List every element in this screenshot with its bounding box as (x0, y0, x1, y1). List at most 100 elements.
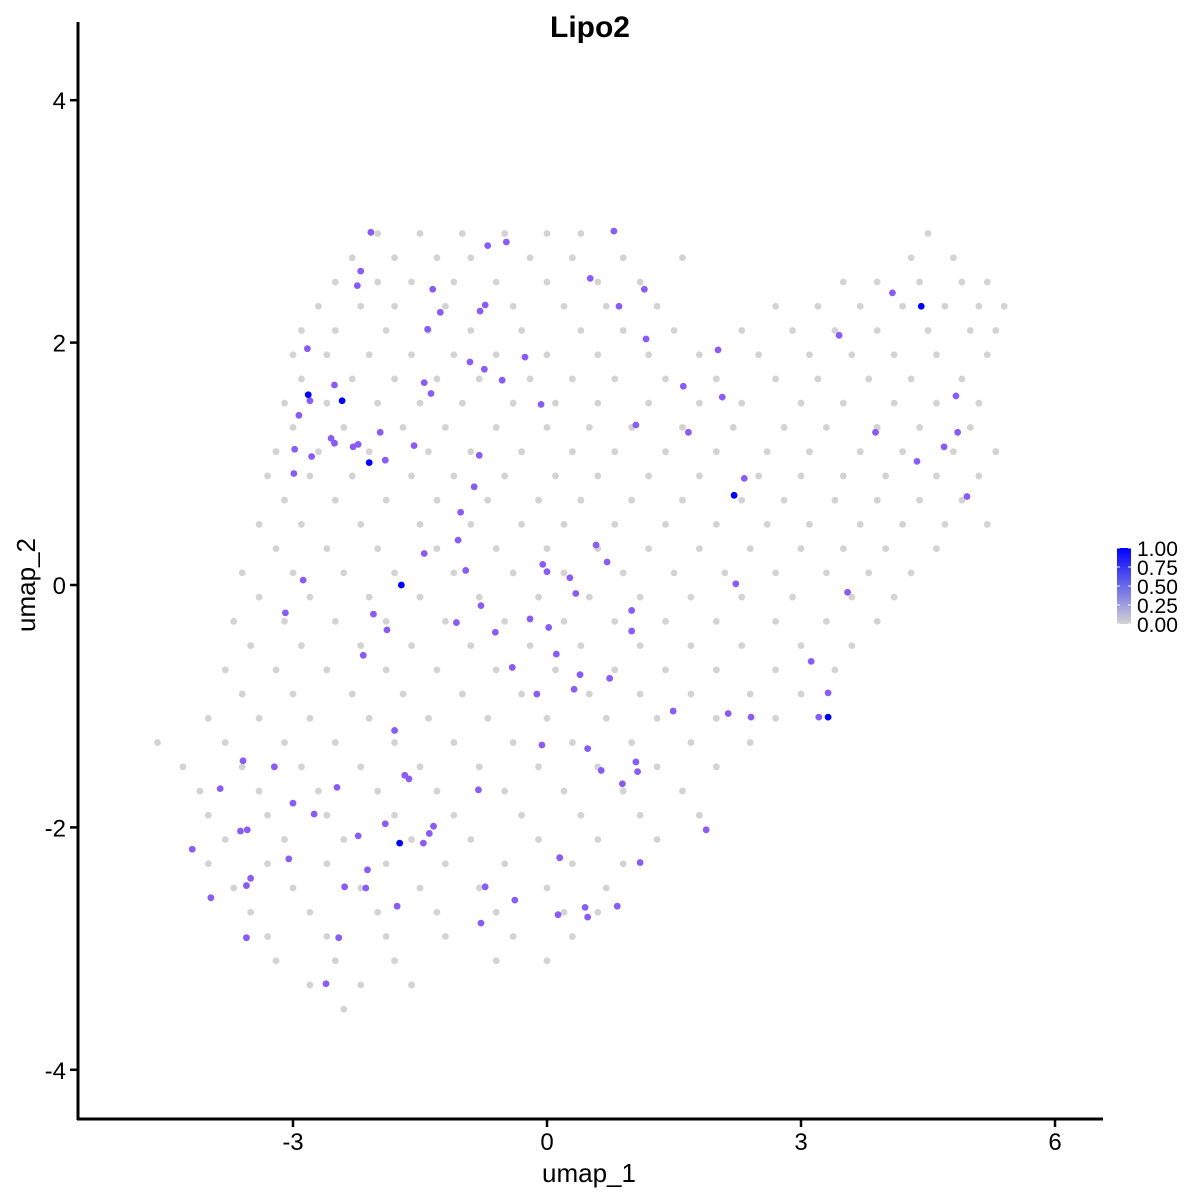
data-point (560, 787, 568, 795)
data-point (585, 424, 593, 431)
data-point (281, 739, 288, 746)
data-point (789, 593, 796, 601)
data-point (535, 763, 542, 771)
data-point (594, 351, 602, 359)
data-point (543, 957, 551, 965)
data-point (772, 569, 780, 577)
y-tick-label: -2 (45, 815, 66, 842)
data-point (450, 278, 458, 286)
data-point (391, 739, 398, 746)
data-point-expressing (291, 445, 299, 453)
data-point (975, 399, 983, 407)
data-point (323, 545, 331, 553)
data-point (653, 763, 661, 771)
data-point (365, 714, 373, 722)
data-point-expressing (396, 839, 404, 847)
data-point (298, 763, 305, 771)
y-tick-label: 4 (53, 88, 66, 115)
data-point (331, 957, 339, 965)
data-point (602, 884, 610, 892)
data-point (543, 714, 551, 722)
data-point (611, 617, 619, 625)
data-point (416, 763, 424, 771)
data-point (797, 545, 805, 553)
data-point-expressing (295, 411, 303, 419)
data-point (357, 521, 365, 528)
data-point (696, 811, 703, 819)
data-point (628, 496, 636, 504)
data-point (331, 496, 339, 504)
data-point-expressing (477, 919, 485, 927)
data-point-expressing (243, 882, 250, 889)
data-point (975, 472, 983, 480)
data-point (408, 642, 415, 649)
data-point-expressing (239, 757, 247, 765)
data-point-expressing (424, 325, 432, 333)
data-point-expressing (511, 896, 519, 904)
data-point (374, 230, 382, 237)
data-point (425, 448, 432, 456)
data-point-expressing (475, 786, 482, 794)
data-point-expressing (354, 832, 362, 840)
data-point (552, 666, 559, 674)
data-point (577, 811, 585, 819)
data-point (306, 908, 314, 916)
data-point (907, 569, 915, 577)
data-point (450, 351, 458, 359)
data-point (509, 933, 517, 940)
data-point (289, 690, 297, 698)
data-point-expressing (545, 624, 553, 631)
data-point (712, 666, 720, 674)
data-point (331, 739, 339, 746)
data-point (687, 739, 695, 746)
data-point (865, 375, 873, 383)
data-point (619, 327, 627, 334)
data-point (509, 569, 517, 577)
data-point (712, 617, 720, 625)
data-point-expressing (872, 428, 879, 436)
data-point-expressing (613, 902, 621, 910)
data-point-expressing (502, 238, 510, 246)
data-point (154, 739, 161, 746)
data-point-expressing (481, 883, 489, 891)
data-point (492, 278, 500, 286)
data-point (382, 933, 390, 940)
data-point (331, 617, 339, 625)
data-point (738, 496, 746, 504)
data-point-expressing (521, 353, 529, 361)
data-point-expressing (702, 826, 710, 834)
data-point (230, 617, 238, 625)
data-point-expressing (679, 382, 687, 390)
y-tick-label: -4 (45, 1058, 66, 1085)
data-point (806, 351, 813, 359)
data-point (323, 351, 331, 359)
data-point (941, 302, 949, 310)
data-point (391, 302, 398, 310)
data-point (357, 981, 365, 989)
data-point-expressing (669, 707, 677, 715)
data-point (645, 351, 653, 359)
data-point (696, 351, 703, 359)
data-point (323, 860, 331, 868)
data-point (560, 521, 568, 528)
data-point (391, 957, 398, 965)
data-point (433, 545, 441, 553)
data-point (933, 545, 940, 553)
data-point (882, 472, 890, 480)
data-point (391, 375, 398, 383)
data-point-expressing (429, 285, 437, 293)
data-point-expressing (367, 228, 375, 236)
data-point (255, 593, 263, 601)
data-point (348, 472, 356, 480)
data-point (899, 448, 907, 456)
data-point (983, 521, 991, 528)
data-point (492, 908, 500, 916)
data-point (264, 860, 271, 868)
data-point (712, 763, 720, 771)
data-point (873, 278, 881, 286)
data-point (738, 327, 746, 334)
data-point-expressing (586, 274, 594, 282)
data-point-expressing (376, 428, 384, 436)
data-point (204, 860, 212, 868)
data-point-expressing (237, 827, 244, 835)
